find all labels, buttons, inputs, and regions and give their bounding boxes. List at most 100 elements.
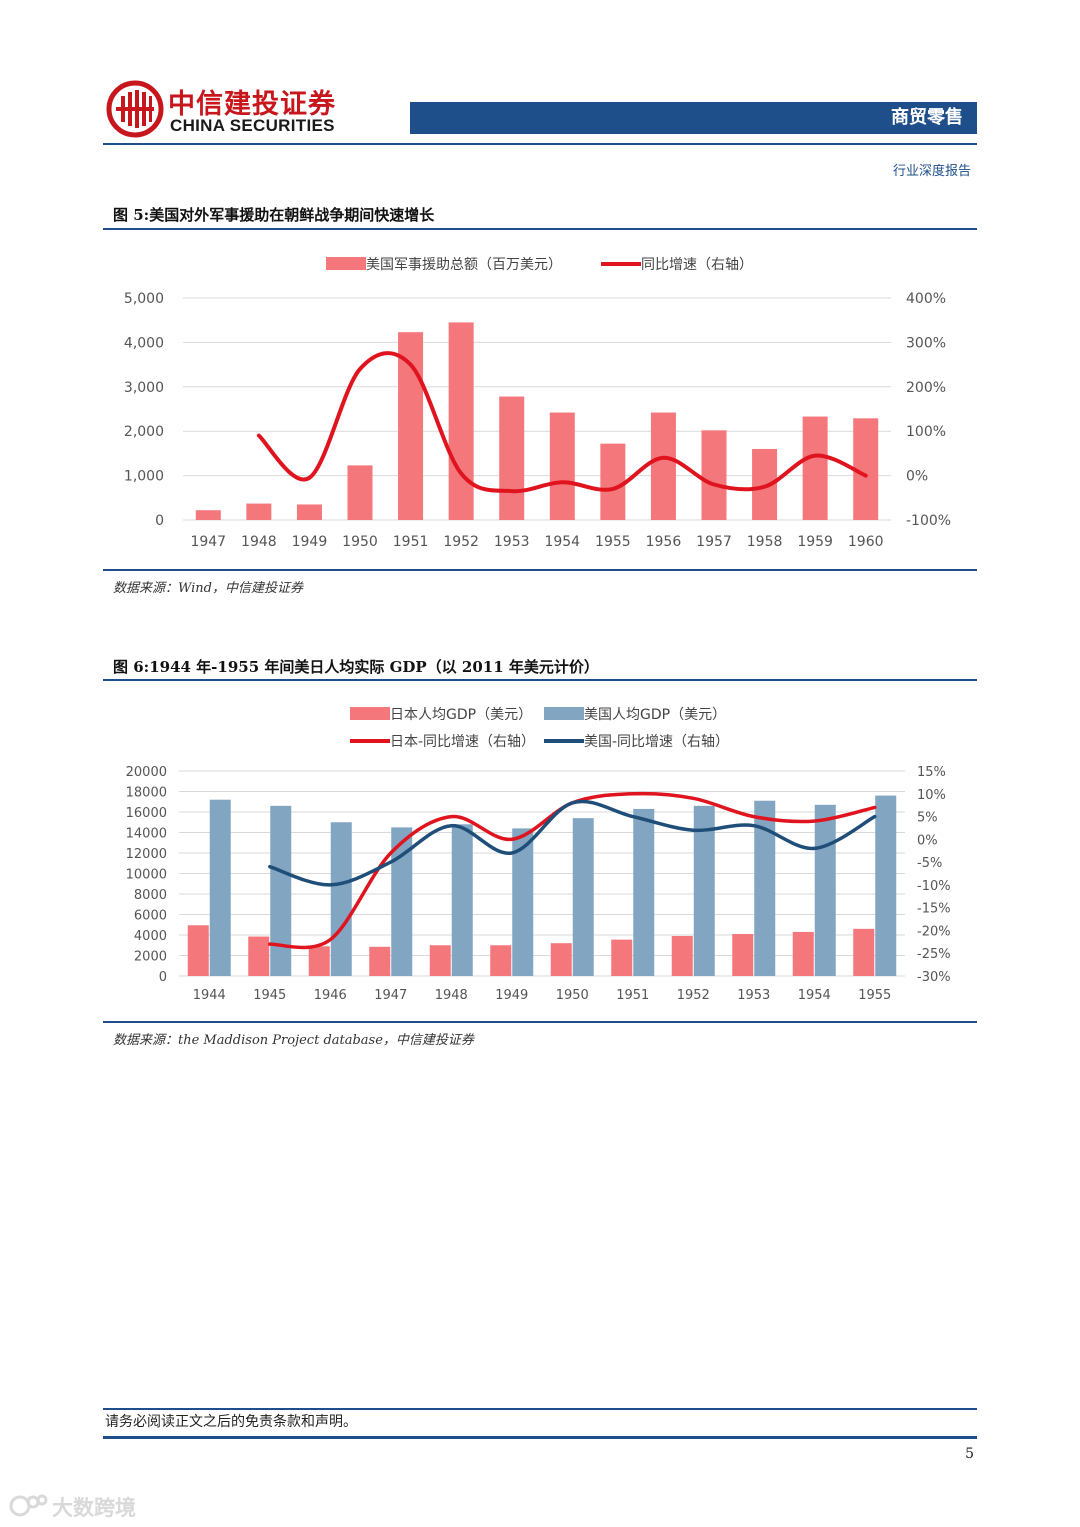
x-tick-label: 1945 <box>253 988 286 1003</box>
us-gdp-bar <box>814 804 836 976</box>
x-tick-label: 1954 <box>544 534 580 550</box>
legend-japan-gdp: 日本人均GDP（美元） <box>390 707 532 723</box>
y-right-tick-label: -15% <box>917 902 951 917</box>
us-gdp-bar <box>633 808 655 976</box>
company-name-en: CHINA SECURITIES <box>170 116 335 135</box>
x-tick-label: 1960 <box>848 534 884 550</box>
military-aid-bar <box>499 396 525 520</box>
us-gdp-bar <box>209 799 231 976</box>
disclaimer-text: 请务必阅读正文之后的免责条款和声明。 <box>105 1414 357 1430</box>
japan-gdp-bar <box>429 945 451 976</box>
y-left-tick-label: 6000 <box>134 909 167 924</box>
y-right-tick-label: 400% <box>906 291 946 307</box>
military-aid-bar <box>650 412 676 520</box>
legend-japan-growth: 日本-同比增速（右轴） <box>390 734 535 750</box>
x-tick-label: 1950 <box>342 534 378 550</box>
y-right-tick-label: 5% <box>917 811 938 826</box>
header-rule <box>103 143 977 145</box>
y-left-tick-label: 0 <box>159 970 167 985</box>
military-aid-bar <box>347 465 373 520</box>
x-tick-label: 1949 <box>292 534 328 550</box>
us-gdp-bar <box>391 827 413 976</box>
y-right-tick-label: -100% <box>906 513 951 529</box>
x-tick-label: 1957 <box>696 534 732 550</box>
y-left-tick-label: 16000 <box>126 806 167 821</box>
japan-gdp-bar <box>611 939 633 976</box>
watermark-text: 大数跨境 <box>52 1496 136 1520</box>
figure6-legend: 日本人均GDP（美元） 美国人均GDP（美元） 日本-同比增速（右轴） 美国-同… <box>350 707 729 750</box>
y-right-tick-label: 0% <box>917 833 938 848</box>
japan-gdp-bar <box>671 936 693 976</box>
japan-gdp-bar <box>187 925 209 976</box>
y-right-tick-label: 200% <box>906 380 946 396</box>
y-left-tick-label: 12000 <box>126 847 167 862</box>
growth-line <box>256 351 868 494</box>
x-tick-label: 1952 <box>443 534 479 550</box>
y-right-tick-label: 300% <box>906 335 946 351</box>
figure6-source: 数据来源：the Maddison Project database，中信建投证… <box>113 1033 474 1048</box>
japan-gdp-bar <box>308 946 330 976</box>
sector-label: 商贸零售 <box>891 107 963 128</box>
japan-gdp-bar <box>853 928 875 976</box>
x-tick-label: 1958 <box>747 534 783 550</box>
sector-banner: 商贸零售 <box>410 102 977 134</box>
footer-bottom-rule <box>103 1436 977 1439</box>
x-tick-label: 1951 <box>616 988 649 1003</box>
watermark-logo-icon <box>9 1494 48 1517</box>
military-aid-bar <box>246 503 272 520</box>
y-left-tick-label: 5,000 <box>124 291 164 307</box>
us-gdp-bar <box>875 795 897 976</box>
y-left-tick-label: 2000 <box>134 950 167 965</box>
military-aid-bar <box>398 332 424 520</box>
x-tick-label: 1955 <box>858 988 891 1003</box>
figure5-source: 数据来源：Wind，中信建投证券 <box>113 581 303 596</box>
us-gdp-bar <box>512 828 534 976</box>
x-tick-label: 1953 <box>737 988 770 1003</box>
x-tick-label: 1947 <box>190 534 226 550</box>
us-gdp-bar <box>754 800 776 976</box>
us-gdp-bar <box>330 822 352 976</box>
japan-gdp-bar <box>369 946 391 976</box>
x-tick-label: 1946 <box>314 988 347 1003</box>
military-aid-bar <box>448 322 474 520</box>
y-right-tick-label: 0% <box>906 469 928 485</box>
legend-us-growth: 美国-同比增速（右轴） <box>584 734 729 750</box>
military-aid-bar <box>600 443 626 520</box>
x-tick-label: 1947 <box>374 988 407 1003</box>
military-aid-bar <box>802 416 828 520</box>
japan-gdp-bar <box>732 933 754 976</box>
legend-growth: 同比增速（右轴） <box>641 257 753 273</box>
japan-gdp-bar <box>490 945 512 976</box>
figure5-chart: 美国军事援助总额（百万美元） 同比增速（右轴） 5,000 4,000 3,000 2… <box>124 257 951 550</box>
logo-emblem-icon <box>106 80 164 138</box>
figure5-top-rule <box>103 228 977 230</box>
x-tick-label: 1955 <box>595 534 631 550</box>
legend-bar-swatch <box>326 257 366 270</box>
y-left-tick-label: 2,000 <box>124 424 164 440</box>
y-left-tick-label: 1,000 <box>124 469 164 485</box>
y-left-tick-label: 3,000 <box>124 380 164 396</box>
x-tick-label: 1954 <box>798 988 831 1003</box>
legend-us-gdp: 美国人均GDP（美元） <box>584 707 726 723</box>
x-tick-label: 1949 <box>495 988 528 1003</box>
y-right-tick-label: 100% <box>906 424 946 440</box>
figure6-bottom-rule <box>103 1021 977 1023</box>
x-tick-label: 1948 <box>435 988 468 1003</box>
y-left-tick-label: 14000 <box>126 827 167 842</box>
figure6-title: 图 6:1944 年-1955 年间美日人均实际 GDP（以 2011 年美元计… <box>113 658 599 676</box>
y-left-tick-label: 8000 <box>134 888 167 903</box>
y-left-tick-label: 4,000 <box>124 335 164 351</box>
y-left-tick-label: 18000 <box>126 786 167 801</box>
figure6-chart: 日本人均GDP（美元） 美国人均GDP（美元） 日本-同比增速（右轴） 美国-同… <box>126 707 951 1003</box>
y-right-tick-label: -30% <box>917 970 951 985</box>
legend-japan-gdp-swatch <box>350 707 390 720</box>
y-left-tick-label: 4000 <box>134 929 167 944</box>
us-gdp-bar <box>693 805 715 976</box>
company-logo: 中信建投证券 CHINA SECURITIES <box>106 80 346 140</box>
military-aid-bar <box>296 504 322 520</box>
x-tick-label: 1950 <box>556 988 589 1003</box>
figure6-top-rule <box>103 679 977 681</box>
y-left-tick-label: 20000 <box>126 765 167 780</box>
x-tick-label: 1959 <box>797 534 833 550</box>
x-tick-label: 1953 <box>494 534 530 550</box>
